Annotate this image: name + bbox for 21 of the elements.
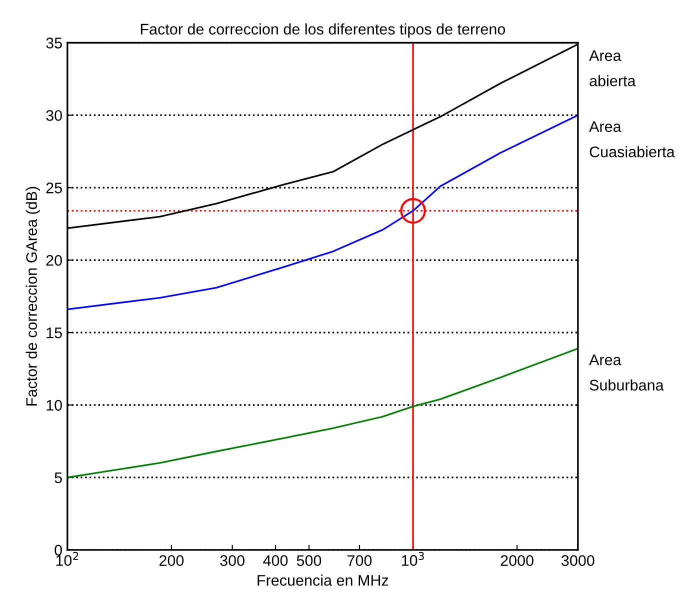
y-tick-label: 15	[46, 328, 62, 338]
x-tick-label: 3000	[562, 555, 594, 566]
x-tick-label: 700	[348, 555, 372, 566]
y-tick-label: 30	[46, 110, 62, 121]
x-tick-label: 200	[159, 555, 184, 566]
y-tick-label: 5	[54, 472, 62, 484]
y-tick-label: 25	[46, 182, 62, 194]
chart-title: Factor de correccion de los diferentes tipos de terreno	[140, 23, 506, 38]
y-axis-title: Factor de correccion GArea (dB)	[26, 186, 40, 406]
series-label: Area Cuasiabierta	[589, 121, 675, 158]
x-tick-label: 400	[263, 555, 288, 566]
x-tick-label: 10$^{3}$	[402, 552, 424, 566]
y-tick-label: 20	[46, 254, 62, 266]
x-tick-label: 2000	[500, 555, 534, 566]
series-label: Area abierta	[589, 50, 636, 86]
y-tick-label: 10	[46, 400, 62, 411]
x-axis-title: Frecuencia en MHz	[258, 574, 388, 586]
series-label: Area Suburbana	[589, 354, 664, 391]
x-tick-label: 300	[220, 555, 244, 566]
x-tick-label: 500	[296, 555, 322, 566]
y-tick-label: 35	[46, 38, 62, 48]
